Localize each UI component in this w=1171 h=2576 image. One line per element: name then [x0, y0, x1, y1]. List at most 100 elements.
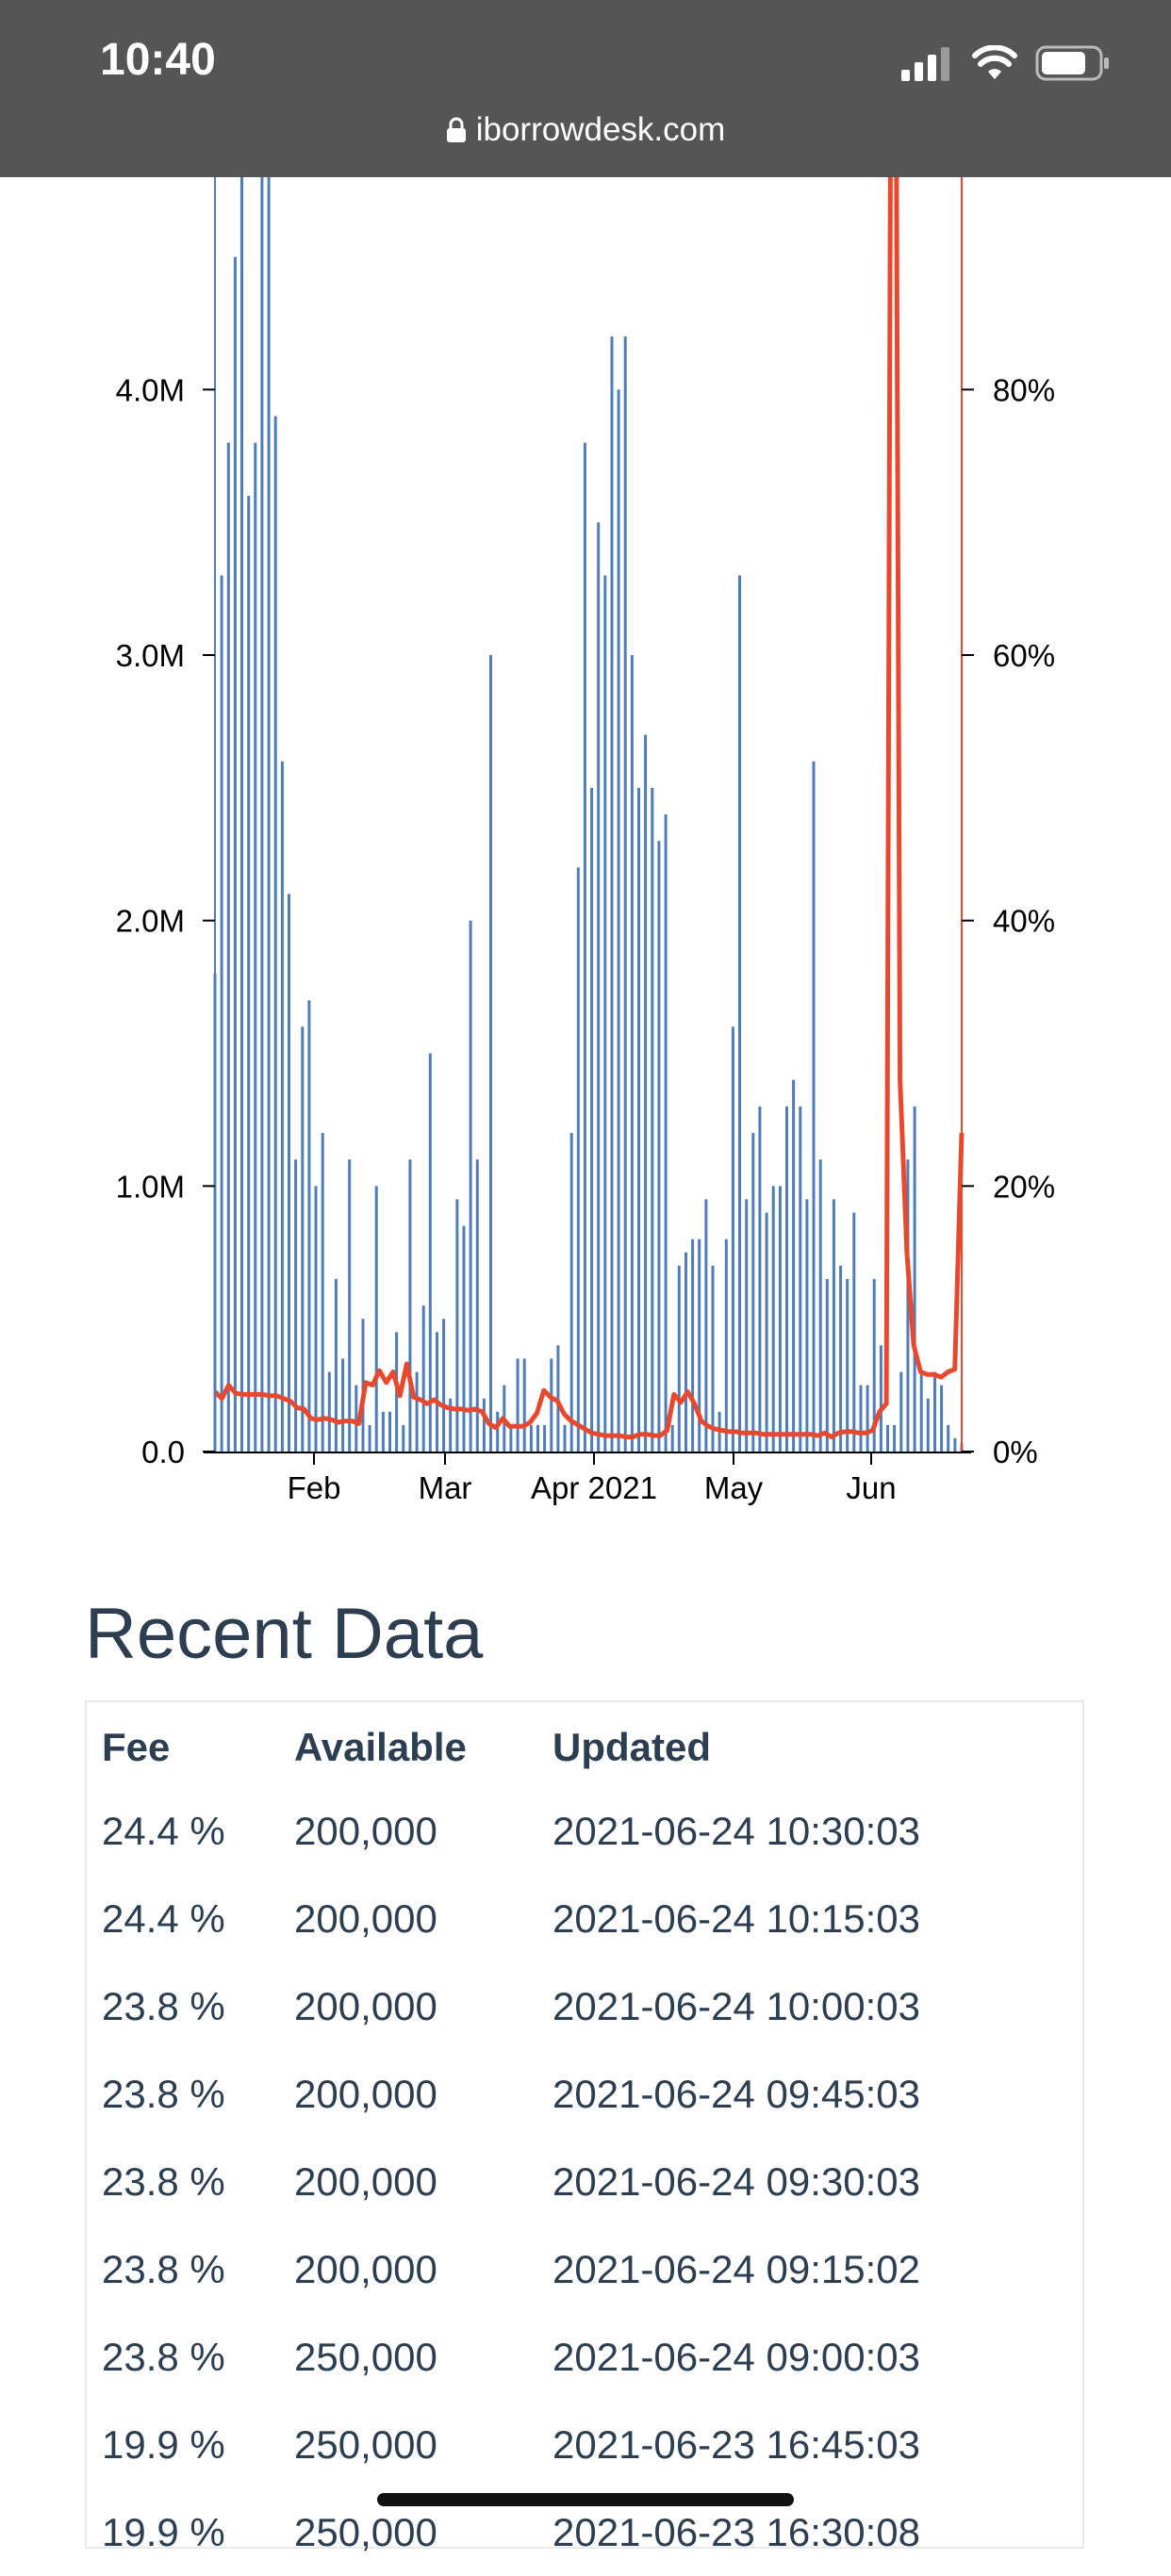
volume-bar [563, 1424, 567, 1452]
volume-bar [314, 1186, 318, 1452]
volume-bar [455, 1199, 459, 1452]
y-left-tick-label: 3.0M [116, 638, 185, 673]
cell-available: 250,000 [294, 2334, 437, 2379]
volume-bar [381, 1411, 385, 1452]
volume-bar [711, 1265, 715, 1452]
status-bar: 10:40 iborrowdesk.com [0, 0, 1171, 177]
volume-bar [576, 867, 580, 1452]
volume-bar [402, 1424, 405, 1452]
volume-bar [436, 1332, 438, 1452]
volume-bar [301, 1026, 305, 1452]
volume-bar [691, 1239, 695, 1452]
volume-bar [765, 1212, 768, 1452]
volume-bar [677, 1265, 681, 1452]
volume-bar [704, 1199, 708, 1452]
volume-bar [226, 442, 230, 1452]
table-row: 23.8 % 200,000 2021-06-24 09:45:03 [102, 2050, 1080, 2138]
volume-bar [859, 1385, 863, 1452]
volume-bar [247, 496, 251, 1452]
volume-bar [489, 655, 492, 1452]
volume-bar [522, 1358, 526, 1452]
volume-bar [408, 1159, 412, 1452]
volume-bar [442, 1319, 446, 1452]
volume-bar [327, 1371, 331, 1452]
cell-updated: 2021-06-24 10:30:03 [553, 1808, 920, 1853]
cell-available: 250,000 [294, 2421, 437, 2467]
volume-bar [254, 442, 257, 1452]
volume-bar [597, 522, 601, 1452]
cell-fee: 19.9 % [102, 2421, 225, 2467]
volume-bar [260, 177, 264, 1452]
volume-bar [509, 1424, 513, 1452]
cell-updated: 2021-06-24 09:45:03 [553, 2071, 920, 2116]
cell-updated: 2021-06-23 16:45:03 [553, 2421, 920, 2467]
cell-fee: 23.8 % [102, 2071, 225, 2116]
volume-bar [738, 575, 741, 1452]
y-right-tick-label: 0% [993, 1435, 1038, 1469]
volume-bar [307, 1000, 311, 1452]
table-row: 19.9 % 250,000 2021-06-23 16:45:03 [102, 2401, 1080, 2488]
table-row: 24.4 % 200,000 2021-06-24 10:15:03 [102, 1875, 1080, 1962]
volume-bar [846, 1278, 849, 1452]
cell-fee: 23.8 % [102, 2158, 225, 2204]
volume-bar [657, 841, 661, 1452]
y-left-tick-label: 0.0 [141, 1435, 185, 1469]
signal-icon [901, 47, 949, 81]
cell-fee: 23.8 % [102, 2334, 225, 2379]
volume-bar [947, 1424, 950, 1452]
volume-bar [449, 1398, 453, 1452]
volume-bar [233, 256, 237, 1452]
volume-bar [590, 787, 594, 1452]
volume-bar [852, 1212, 856, 1452]
cell-fee: 24.4 % [102, 1895, 225, 1941]
volume-bar [496, 1411, 500, 1452]
cell-available: 200,000 [294, 1808, 437, 1853]
x-tick-label: May [704, 1470, 764, 1505]
volume-bar [536, 1424, 539, 1452]
volume-bar [428, 1053, 432, 1452]
table-header-row: Fee Available Updated [102, 1708, 1080, 1787]
volume-bar [355, 1385, 358, 1452]
volume-bar [294, 1159, 298, 1452]
cell-updated: 2021-06-24 10:15:03 [553, 1895, 920, 1941]
cell-available: 200,000 [294, 2158, 437, 2204]
y-left-tick-label: 2.0M [116, 904, 185, 939]
volume-bar [610, 336, 614, 1452]
address-bar[interactable]: iborrowdesk.com [0, 111, 1171, 149]
cell-fee: 23.8 % [102, 1983, 225, 2028]
cell-fee: 19.9 % [102, 2509, 225, 2554]
cell-fee: 23.8 % [102, 2246, 225, 2291]
volume-bar [812, 761, 816, 1452]
volume-bar [758, 1106, 762, 1452]
table-row: 23.8 % 200,000 2021-06-24 09:15:02 [102, 2225, 1080, 2313]
table-row: 24.4 % 200,000 2021-06-24 10:30:03 [102, 1787, 1080, 1875]
volume-bar [637, 787, 640, 1452]
recent-data-title: Recent Data [85, 1594, 484, 1674]
volume-bar [926, 1398, 930, 1452]
volume-bar [462, 1225, 466, 1452]
table-row: 23.8 % 200,000 2021-06-24 09:30:03 [102, 2138, 1080, 2225]
lock-icon [446, 117, 466, 142]
x-tick-label: Feb [288, 1470, 341, 1505]
cell-updated: 2021-06-24 09:30:03 [553, 2158, 920, 2204]
volume-bar [886, 1424, 889, 1452]
volume-bar [630, 655, 634, 1452]
chart-axes: 0.0 1.0M 2.0M 3.0M 4.0M 0% 20% 40% 60% 80% Feb Mar A… [116, 177, 1055, 1505]
volume-bar [280, 761, 284, 1452]
volume-bar [698, 1239, 701, 1452]
volume-bar [341, 1358, 345, 1452]
bar-series [213, 177, 964, 1452]
volume-bar [913, 1106, 916, 1452]
volume-bar [475, 1159, 479, 1452]
home-indicator[interactable] [377, 2493, 794, 2506]
volume-bar [651, 787, 654, 1452]
cell-fee: 24.4 % [102, 1808, 225, 1853]
volume-bar [368, 1424, 371, 1452]
volume-bar [529, 1424, 533, 1452]
volume-bar [778, 1186, 782, 1452]
fee-line [213, 177, 965, 1439]
header-fee: Fee [102, 1725, 171, 1769]
volume-bar [556, 1345, 560, 1452]
volume-bar [543, 1424, 547, 1452]
cell-updated: 2021-06-24 09:00:03 [553, 2334, 920, 2379]
